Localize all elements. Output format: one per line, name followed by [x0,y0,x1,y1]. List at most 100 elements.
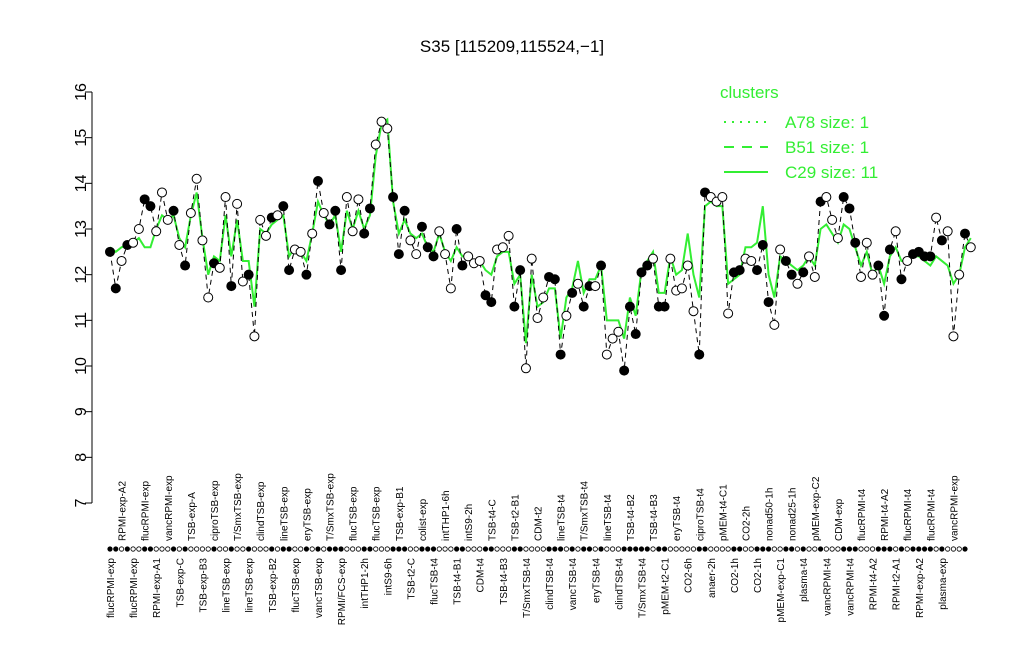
category-dot [153,546,159,552]
x-tick-label: flucTSB-exp [372,486,383,541]
data-point [960,228,970,239]
category-dot [748,546,754,552]
legend-label: C29 size: 11 [785,163,878,182]
data-point [832,233,843,244]
category-dot [136,546,142,552]
data-point [526,253,537,264]
x-tick-label: eryTSB-exp [302,488,313,541]
category-dot [598,546,604,552]
category-dot [344,546,350,552]
category-dot [933,546,939,552]
category-dot [396,546,402,552]
category-dot [950,546,957,552]
category-dot [263,546,269,552]
category-dot [142,546,148,552]
x-tick-label: CO2-1h [730,558,741,593]
category-dot [679,546,685,552]
data-point [284,265,295,276]
y-tick-label: 10 [73,357,90,375]
x-tick-label: RPMI/FCS-exp [337,558,348,626]
data-point [844,203,855,214]
x-tick-label: pMEM-t2-C1 [661,558,672,615]
data-point [948,331,959,342]
category-dot [246,546,252,552]
x-tick-label: TSB-t4-C [487,499,498,541]
data-point [515,265,526,276]
x-tick-label: RPMI-exp-A2 [915,558,926,618]
category-dot [644,546,650,552]
data-point [324,219,335,230]
data-point [411,249,422,260]
x-tick-label: vancRPMI-exp [164,475,175,541]
category-dot [442,546,448,552]
x-tick-label: nonad25-1h [788,488,799,541]
data-point [341,192,352,203]
category-dot [436,546,442,552]
data-point [665,253,676,264]
category-dot [621,546,627,552]
category-dot [228,546,234,552]
data-point [723,308,734,319]
category-dot [182,546,188,552]
data-point [520,363,531,374]
category-dot [170,546,177,552]
category-dot [292,546,298,552]
category-dot [523,546,529,552]
x-tick-label: T/SmxTSB-t4 [580,481,591,541]
category-dot [471,546,477,552]
x-tick-label: pMEM-t4-C1 [718,484,729,541]
category-dot [540,546,546,552]
x-tick-label: flucRPMI-exp [106,558,117,618]
data-point [890,226,901,237]
data-point [636,267,647,278]
category-dot [945,546,951,552]
data-point [105,246,115,257]
data-point [648,253,659,264]
category-dot [194,546,200,552]
category-dot [638,546,645,552]
data-point [931,212,942,223]
x-tick-label: CDM-exp [834,498,845,541]
category-dot [864,546,870,552]
data-point [416,221,427,232]
category-dot [390,546,396,552]
category-dot [211,546,217,552]
category-dot [661,546,668,552]
data-point [954,269,965,280]
data-point [879,310,890,321]
data-point [873,260,884,271]
x-tick-label: RPMI-exp-A2 [118,481,129,541]
data-point [226,281,237,292]
category-dot [563,546,569,552]
category-dot [534,546,541,552]
x-tick-label: T/SmxTSB-t4 [522,558,533,618]
data-point [775,244,786,255]
category-dot [430,546,437,552]
x-tick-label: CO2-6h [684,558,695,593]
data-point [133,224,144,234]
category-dot [240,546,246,552]
category-dot [633,546,639,552]
data-point [884,244,895,255]
x-tick-label: lineTSB-exp [279,486,290,541]
category-dot [413,546,419,552]
data-point [549,274,560,285]
category-dot [286,546,292,552]
data-point [428,251,439,262]
x-tick-label: intS9-2h [464,504,475,541]
data-point [532,313,543,324]
data-point [757,239,768,250]
category-dot [147,546,154,552]
data-point [168,205,179,216]
category-dot [806,546,812,552]
data-point [734,265,745,276]
data-point [116,255,127,266]
category-dot [962,546,968,552]
data-point [364,203,375,214]
data-point [445,283,456,294]
y-tick-label: 13 [73,220,90,238]
data-point [185,208,196,219]
x-tick-label: vancTSB-t4 [568,558,579,611]
y-tick-label: 12 [73,266,90,284]
category-dot [546,546,552,552]
